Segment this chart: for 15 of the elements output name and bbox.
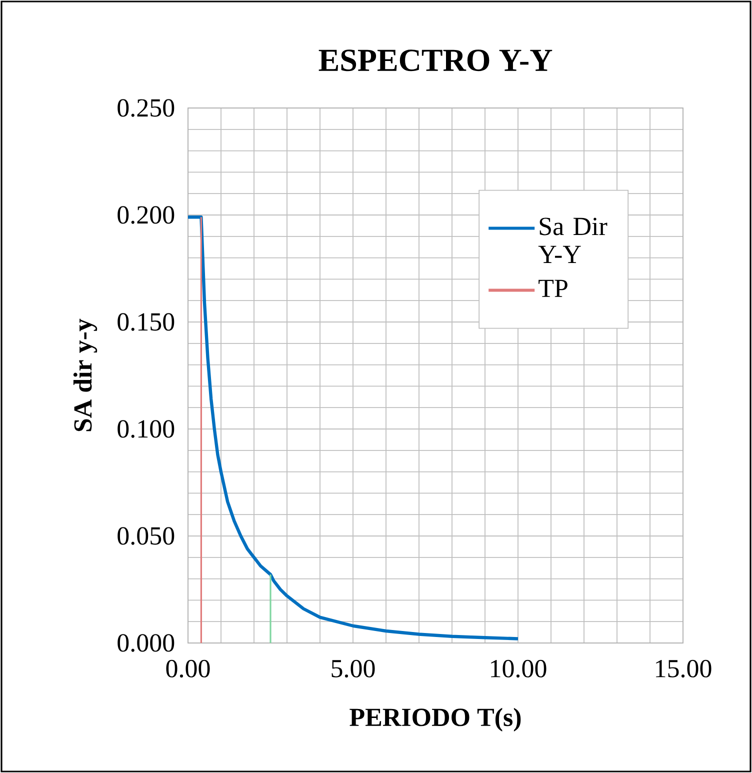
legend-label: Sa Dir Y-Y [538,218,608,263]
x-tick-label: 0.00 [166,660,210,678]
y-tick-label: 0.250 [118,99,174,117]
x-tick-label: 15.00 [656,660,712,678]
x-tick-label: 5.00 [332,660,375,678]
y-tick-label: 0.050 [118,527,174,545]
y-tick-label: 0.000 [118,634,174,652]
y-tick-label: 0.150 [118,313,174,331]
x-axis-title: PERIODO T(s) [350,708,521,732]
chart-title: ESPECTRO Y-Y [318,50,552,72]
x-tick-label: 10.00 [491,660,546,678]
y-tick-label: 0.200 [118,206,174,224]
legend-label: TP [538,280,568,297]
y-tick-label: 0.100 [118,420,174,438]
y-axis-title: SA dir y-y [73,318,98,432]
